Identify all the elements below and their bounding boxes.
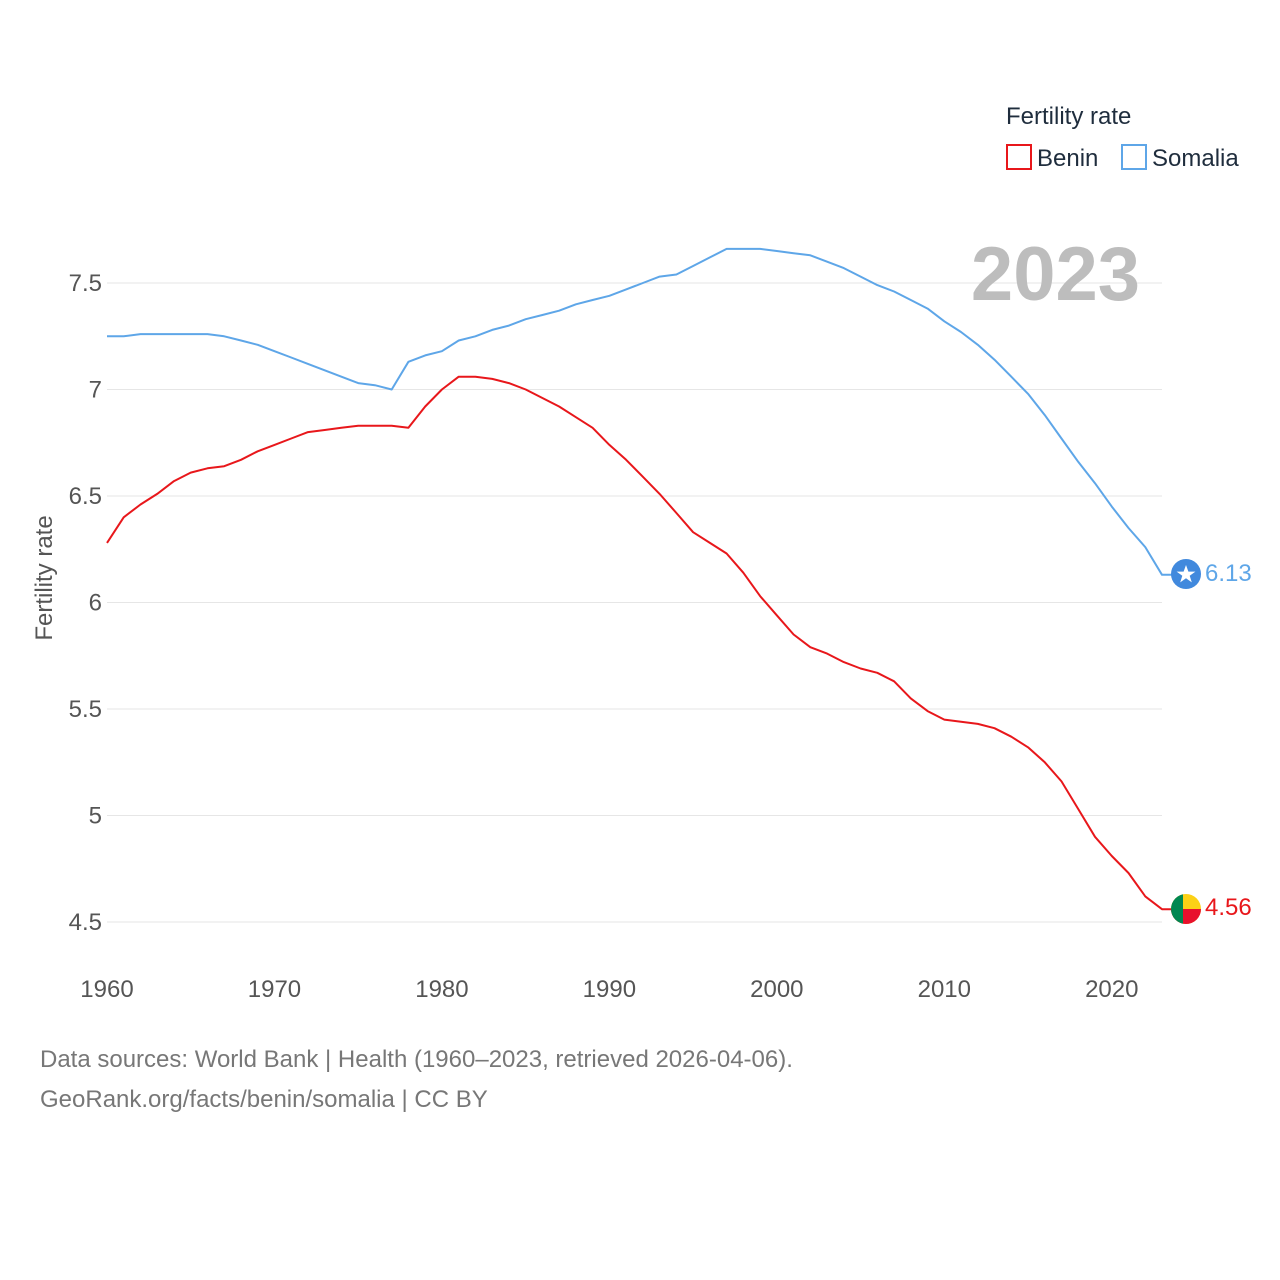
- series-line-benin[interactable]: [106, 375, 1172, 911]
- x-tick-label: 1990: [583, 976, 636, 1003]
- legend-label-somalia[interactable]: Somalia: [1152, 145, 1239, 172]
- x-tick-label: 1970: [248, 976, 301, 1003]
- legend: Fertility rate Benin Somalia: [1006, 103, 1239, 172]
- benin-end-value: 4.56: [1205, 894, 1252, 921]
- y-tick-label: 5.5: [69, 696, 102, 723]
- y-tick-label: 7: [89, 377, 102, 404]
- gridlines: [107, 282, 1162, 923]
- legend-swatch-benin[interactable]: [1006, 144, 1032, 170]
- somalia-end-value: 6.13: [1205, 560, 1252, 587]
- legend-title: Fertility rate: [1006, 103, 1131, 130]
- footer: Data sources: World Bank | Health (1960–…: [40, 1040, 793, 1120]
- somalia-flag-icon: [1171, 559, 1201, 589]
- y-axis-title: Fertility rate: [31, 515, 58, 640]
- x-tick-label: 2020: [1085, 976, 1138, 1003]
- legend-label-benin[interactable]: Benin: [1037, 145, 1098, 172]
- x-tick-label: 2010: [918, 976, 971, 1003]
- y-tick-label: 6: [89, 590, 102, 617]
- legend-swatch-somalia[interactable]: [1121, 144, 1147, 170]
- series-lines: [106, 247, 1172, 911]
- x-tick-label: 1960: [80, 976, 133, 1003]
- y-tick-label: 4.5: [69, 909, 102, 936]
- y-axis-ticks: 4.5 5 5.5 6 6.5 7 7.5: [69, 270, 102, 936]
- x-axis-ticks: 1960 1970 1980 1990 2000 2010 2020: [80, 976, 1138, 1003]
- y-tick-label: 6.5: [69, 483, 102, 510]
- y-tick-label: 7.5: [69, 270, 102, 297]
- year-overlay: 2023: [971, 232, 1140, 317]
- x-tick-label: 2000: [750, 976, 803, 1003]
- series-line-somalia[interactable]: [107, 247, 1172, 576]
- benin-flag-icon: [1171, 894, 1201, 924]
- attribution-text: GeoRank.org/facts/benin/somalia | CC BY: [40, 1086, 488, 1113]
- data-source-text: Data sources: World Bank | Health (1960–…: [40, 1046, 793, 1073]
- x-tick-label: 1980: [415, 976, 468, 1003]
- y-tick-label: 5: [89, 803, 102, 830]
